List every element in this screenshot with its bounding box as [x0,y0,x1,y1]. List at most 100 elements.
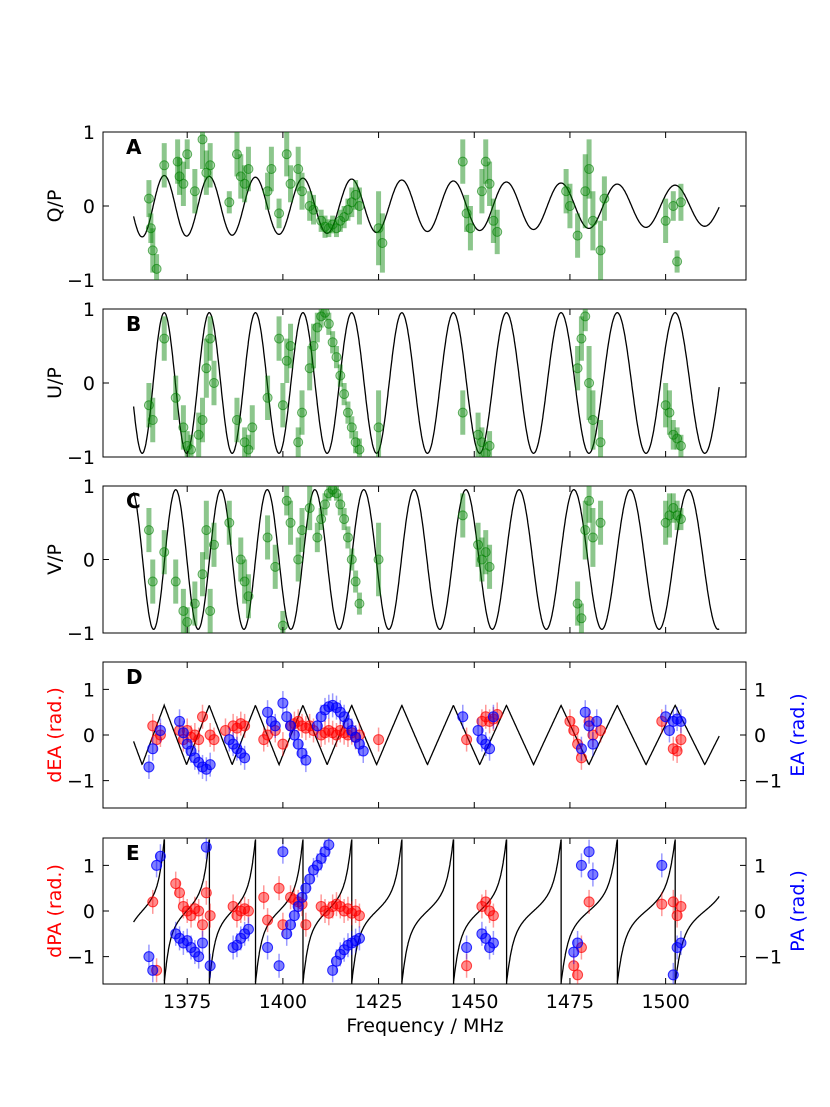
data-point [262,532,273,543]
plot-area [133,838,720,984]
data-point [457,510,468,521]
data-point [147,415,158,425]
blue-point [177,727,189,739]
blue-point [575,859,587,871]
data-point [584,495,595,506]
blue-point [281,711,293,723]
data-point [147,576,158,587]
blue-point [143,761,155,773]
data-point [675,514,686,525]
blue-point [304,873,316,885]
panels: −1 0 1 Q/P A −1 0 1 U/P B −1 0 1 V/P C −1 −1 0 0 1 1 dEA (rad… [44,122,809,1013]
blue-point [457,711,469,723]
data-point [308,341,319,351]
red-point [675,734,687,746]
data-point [186,444,197,455]
data-point [231,149,242,160]
red-point [583,896,595,908]
data-point [247,422,258,433]
plot-area [132,486,720,633]
blue-point [656,859,668,871]
blue-point [285,720,297,732]
data-point [335,215,346,226]
data-point [205,160,216,171]
data-point [492,226,503,237]
blue-point [204,960,216,972]
data-point [373,554,384,565]
x-tick-label: 1500 [641,991,689,1013]
red-point [147,896,159,908]
x-axis-label: Frequency / MHz [346,1015,503,1037]
red-point [461,734,473,746]
data-point [239,576,250,587]
x-tick-label: 1475 [546,991,594,1013]
data-point [664,407,675,418]
y-tick-label: −1 [67,447,95,469]
data-point [331,352,342,363]
blue-point [292,900,304,912]
red-point [568,724,580,736]
blue-point [353,932,365,944]
data-point [170,392,181,403]
data-point [354,598,365,609]
data-point [208,539,219,550]
model-curve [302,840,353,983]
y-tick-label: −1 [67,270,95,292]
plot-area [132,309,720,457]
y-tick-label: 0 [83,725,95,747]
blue-point [461,942,473,953]
data-point [354,444,365,455]
data-point [672,510,683,521]
blue-point [667,969,679,981]
data-point [342,532,353,543]
data-point [316,311,327,322]
red-point [200,887,212,899]
y-tick-label: −1 [67,771,95,793]
data-point [323,488,334,499]
red-point [671,910,683,922]
data-point [205,333,216,344]
data-point [297,407,308,418]
y-tick-label: 0 [83,901,95,923]
panel-letter: E [126,841,140,865]
data-point [564,201,575,211]
panel-c: −1 0 1 V/P C [44,476,747,645]
blue-point [277,846,289,858]
blue-point [277,697,289,709]
y-axis-label: dPA (rad.) [44,864,66,958]
blue-point [193,951,205,963]
data-point [377,238,388,248]
red-point [262,914,274,926]
y-axis-label: Q/P [44,190,66,223]
y-tick-label: 1 [83,122,95,144]
red-point [373,734,385,746]
panel-d: −1 −1 0 0 1 1 dEA (rad.) EA (rad.) D [44,661,809,809]
data-point [143,400,154,411]
data-point [178,605,189,616]
data-point [308,204,319,215]
red-point [277,738,289,750]
red-point [480,896,492,908]
red-point [300,919,312,931]
red-point [208,734,220,746]
model-curve [133,839,165,923]
data-point [274,333,285,344]
blue-point [200,841,212,853]
data-point [346,554,357,565]
data-point [193,429,204,440]
data-point [480,156,491,167]
red-point [242,905,254,917]
blue-point [357,745,369,757]
blue-point [675,715,687,727]
data-point [319,499,330,510]
blue-point [239,752,251,764]
data-point [274,208,285,219]
y-tick-label: 1 [83,855,95,877]
data-point [304,503,315,514]
data-point [335,370,346,381]
red-point [197,919,209,931]
data-point [319,309,330,318]
data-point [293,554,304,565]
data-point [147,245,158,256]
